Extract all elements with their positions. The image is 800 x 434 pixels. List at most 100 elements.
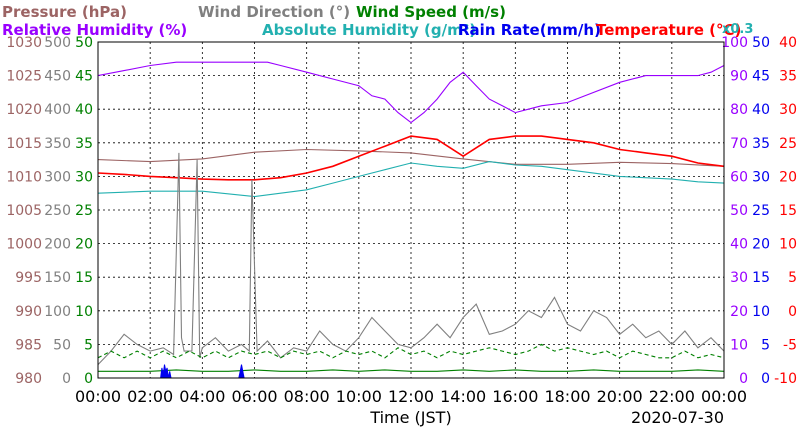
y-tick-label-humidity: 40 bbox=[730, 237, 748, 253]
legend-rain-rate: Rain Rate(mm/h) bbox=[458, 21, 601, 39]
y-tick-label-pressure: 1015 bbox=[6, 136, 42, 152]
y-tick-label-temperature: 20 bbox=[779, 169, 797, 185]
y-tick-label-wind-dir: 300 bbox=[44, 169, 71, 185]
y-tick-label-wind-speed: 40 bbox=[75, 102, 93, 118]
x-tick-label: 18:00 bbox=[544, 387, 590, 406]
y-tick-label-wind-speed: 5 bbox=[84, 337, 93, 353]
y-tick-label-temperature: 15 bbox=[779, 203, 797, 219]
y-tick-label-rain-rate: 10 bbox=[752, 304, 770, 320]
x-tick-label: 22:00 bbox=[649, 387, 695, 406]
y-tick-label-rain-rate: 40 bbox=[752, 102, 770, 118]
x-tick-label: 10:00 bbox=[336, 387, 382, 406]
series-line-rain-rate bbox=[160, 364, 245, 379]
y-tick-label-wind-speed: 0 bbox=[84, 371, 93, 387]
tick-labels: 00:00 02:00 04:00 06:00 08:00 10:00 12:00 14:00… bbox=[6, 35, 797, 406]
legend-abs-humidity: Absolute Humidity (g/m³) bbox=[262, 21, 476, 39]
y-tick-label-wind-dir: 200 bbox=[44, 237, 71, 253]
x-tick-label: 00:00 bbox=[75, 387, 121, 406]
grid bbox=[98, 42, 724, 378]
y-tick-label-rain-rate: 30 bbox=[752, 169, 770, 185]
series-line-wind-dir bbox=[97, 152, 725, 365]
y-tick-label-rain-rate: 15 bbox=[752, 270, 770, 286]
y-tick-label-temperature: -10 bbox=[774, 371, 797, 387]
y-tick-label-wind-speed: 35 bbox=[75, 136, 93, 152]
x-tick-label: 20:00 bbox=[597, 387, 643, 406]
y-tick-label-temperature: 10 bbox=[779, 237, 797, 253]
y-tick-label-temperature: 5 bbox=[788, 270, 797, 286]
y-tick-label-rain-rate: 35 bbox=[752, 136, 770, 152]
y-tick-label-wind-speed: 15 bbox=[75, 270, 93, 286]
series-lines bbox=[97, 61, 725, 379]
series-line-abs-humidity bbox=[97, 161, 725, 198]
x-tick-label: 04:00 bbox=[179, 387, 225, 406]
y-tick-label-humidity: 100 bbox=[721, 35, 748, 51]
y-tick-label-wind-dir: 500 bbox=[44, 35, 71, 51]
y-tick-label-pressure: 1020 bbox=[6, 102, 42, 118]
y-tick-label-temperature: 35 bbox=[779, 69, 797, 85]
x-tick-label: 08:00 bbox=[284, 387, 330, 406]
y-tick-label-temperature: 0 bbox=[788, 304, 797, 320]
y-tick-label-humidity: 80 bbox=[730, 102, 748, 118]
y-tick-label-humidity: 50 bbox=[730, 203, 748, 219]
y-tick-label-pressure: 1005 bbox=[6, 203, 42, 219]
series-line-wind-speed bbox=[97, 343, 725, 359]
y-tick-label-pressure: 990 bbox=[15, 304, 42, 320]
legend-wind-speed: Wind Speed (m/s) bbox=[356, 3, 506, 21]
y-tick-label-temperature: 25 bbox=[779, 136, 797, 152]
x-axis-label: Time (JST) bbox=[369, 408, 451, 427]
y-tick-label-wind-dir: 0 bbox=[62, 371, 71, 387]
y-tick-label-wind-dir: 400 bbox=[44, 102, 71, 118]
y-tick-label-humidity: 60 bbox=[730, 169, 748, 185]
y-tick-label-rain-rate: 45 bbox=[752, 69, 770, 85]
y-tick-label-wind-dir: 250 bbox=[44, 203, 71, 219]
y-tick-label-temperature: -5 bbox=[783, 337, 797, 353]
y-tick-label-pressure: 985 bbox=[15, 337, 42, 353]
y-tick-label-wind-dir: 150 bbox=[44, 270, 71, 286]
y-tick-label-wind-dir: 450 bbox=[44, 69, 71, 85]
series-line-wind-speed bbox=[98, 369, 725, 372]
y-tick-label-rain-rate: 5 bbox=[761, 337, 770, 353]
y-tick-label-rain-rate: 50 bbox=[752, 35, 770, 51]
y-tick-label-pressure: 1025 bbox=[6, 69, 42, 85]
x-tick-label: 14:00 bbox=[440, 387, 486, 406]
series-line-pressure bbox=[97, 148, 725, 167]
y-tick-label-temperature: 40 bbox=[779, 35, 797, 51]
x-tick-label: 06:00 bbox=[231, 387, 277, 406]
y-tick-label-pressure: 1030 bbox=[6, 35, 42, 51]
y-tick-label-wind-speed: 10 bbox=[75, 304, 93, 320]
y-tick-label-humidity: 0 bbox=[739, 371, 748, 387]
y-tick-label-humidity: 10 bbox=[730, 337, 748, 353]
y-tick-label-rain-rate: 25 bbox=[752, 203, 770, 219]
y-tick-label-pressure: 995 bbox=[15, 270, 42, 286]
y-tick-label-temperature: 30 bbox=[779, 102, 797, 118]
y-tick-label-rain-rate: 0 bbox=[761, 371, 770, 387]
x-tick-label: 16:00 bbox=[492, 387, 538, 406]
y-tick-label-humidity: 30 bbox=[730, 270, 748, 286]
y-tick-label-wind-speed: 45 bbox=[75, 69, 93, 85]
legend-wind-direction: Wind Direction (°) bbox=[198, 3, 350, 21]
y-tick-label-wind-dir: 350 bbox=[44, 136, 71, 152]
legend-temperature: Temperature (°C) bbox=[596, 21, 741, 39]
x-tick-label: 02:00 bbox=[127, 387, 173, 406]
abs-humidity-scale-note: x0.3 bbox=[722, 22, 753, 37]
legend-humidity: Relative Humidity (%) bbox=[2, 21, 187, 39]
legend: Pressure (hPa) Wind Direction (°) Wind S… bbox=[2, 3, 753, 39]
series-line-temperature bbox=[97, 135, 725, 181]
y-tick-label-humidity: 90 bbox=[730, 69, 748, 85]
plot-frame bbox=[97, 41, 725, 379]
y-tick-label-wind-dir: 50 bbox=[53, 337, 71, 353]
y-tick-label-humidity: 70 bbox=[730, 136, 748, 152]
series-line-humidity bbox=[97, 61, 725, 124]
y-tick-label-pressure: 980 bbox=[15, 371, 42, 387]
x-tick-label: 12:00 bbox=[388, 387, 434, 406]
y-tick-label-pressure: 1000 bbox=[6, 237, 42, 253]
y-tick-label-pressure: 1010 bbox=[6, 169, 42, 185]
date-label: 2020-07-30 bbox=[631, 408, 724, 427]
y-tick-label-wind-speed: 20 bbox=[75, 237, 93, 253]
y-tick-label-wind-speed: 25 bbox=[75, 203, 93, 219]
y-tick-label-wind-speed: 30 bbox=[75, 169, 93, 185]
y-tick-label-wind-speed: 50 bbox=[75, 35, 93, 51]
y-tick-label-wind-dir: 100 bbox=[44, 304, 71, 320]
x-tick-label: 00:00 bbox=[701, 387, 747, 406]
